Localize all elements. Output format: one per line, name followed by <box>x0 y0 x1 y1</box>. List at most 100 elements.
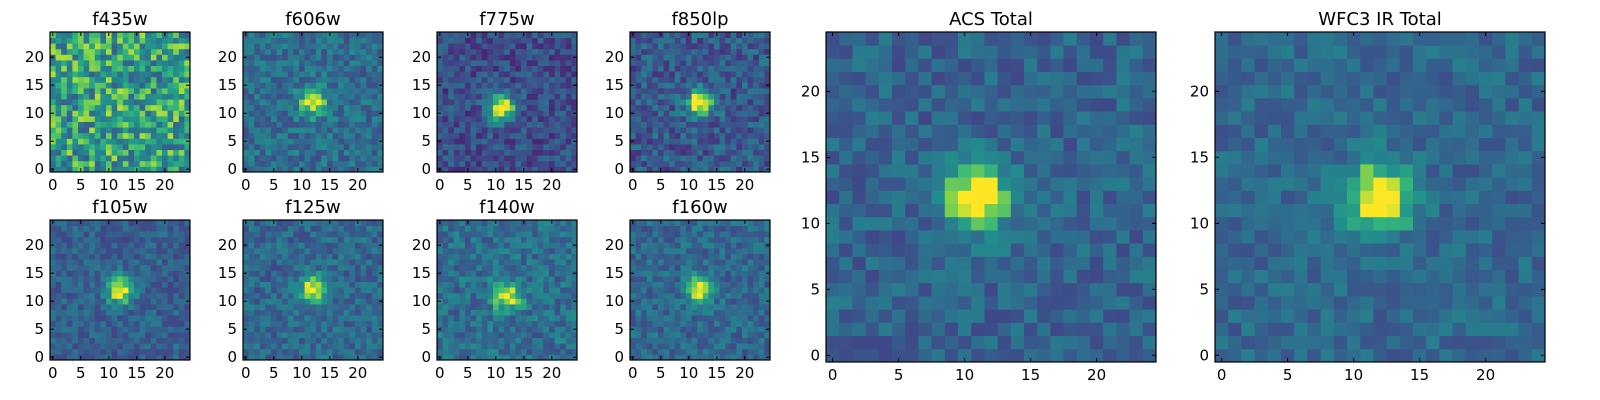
heatmap-cell <box>178 43 185 50</box>
heatmap-cell <box>697 287 704 294</box>
heatmap-cell <box>55 37 62 44</box>
heatmap-cell <box>686 82 692 89</box>
heatmap-cell <box>293 99 300 106</box>
heatmap-cell <box>487 132 494 139</box>
heatmap-cell <box>498 160 505 167</box>
heatmap-cell <box>304 315 311 322</box>
heatmap-cell <box>526 132 533 139</box>
heatmap-cell <box>691 76 698 83</box>
heatmap-cell <box>448 337 455 344</box>
heatmap-cell <box>521 348 527 355</box>
heatmap-cell <box>299 93 305 100</box>
heatmap-cell <box>719 127 726 134</box>
heatmap-cell <box>55 60 62 66</box>
heatmap-cell <box>674 304 681 310</box>
heatmap-cell <box>259 138 266 145</box>
heatmap-cell <box>150 320 157 327</box>
heatmap-cell <box>515 121 522 128</box>
heatmap-cell <box>487 264 494 271</box>
heatmap-cell <box>571 248 578 254</box>
heatmap-cell <box>338 88 345 94</box>
heatmap-cell <box>646 287 653 294</box>
heatmap-cell <box>554 343 561 350</box>
heatmap-cell <box>537 88 544 94</box>
y-tick-label: 0 <box>614 160 624 178</box>
heatmap-cell <box>465 155 471 162</box>
heatmap-cell <box>658 99 664 106</box>
heatmap-cell <box>282 242 289 249</box>
heatmap-cell <box>565 315 572 322</box>
heatmap-cell <box>282 116 289 122</box>
heatmap-cell <box>526 248 533 254</box>
heatmap-cell <box>371 320 378 327</box>
heatmap-cell <box>487 54 494 61</box>
heatmap-cell <box>106 149 112 156</box>
heatmap-cell <box>377 160 384 167</box>
heatmap-cell <box>248 309 255 316</box>
heatmap-cell <box>94 93 101 100</box>
heatmap-cell <box>498 259 505 266</box>
heatmap-cell <box>509 348 516 355</box>
heatmap-cell <box>560 138 567 145</box>
heatmap-cell <box>259 259 266 266</box>
heatmap-cell <box>646 65 653 72</box>
heatmap-cell <box>725 149 732 156</box>
heatmap-cell <box>652 287 659 294</box>
heatmap-cell <box>498 32 505 38</box>
heatmap-cell <box>719 60 726 66</box>
heatmap-cell <box>315 220 322 226</box>
heatmap-cell <box>265 276 272 282</box>
heatmap-cell <box>111 231 118 238</box>
y-tick-label: 15 <box>25 76 44 94</box>
heatmap-cell <box>565 121 572 128</box>
heatmap-cell <box>287 287 294 294</box>
heatmap-cell <box>117 93 124 100</box>
heatmap-cell <box>321 76 328 83</box>
heatmap-cell <box>248 248 255 254</box>
heatmap-cell <box>106 253 112 260</box>
heatmap-cell <box>736 343 743 350</box>
heatmap-cell <box>714 121 720 128</box>
heatmap-cell <box>532 138 539 145</box>
heatmap-cell <box>355 54 361 61</box>
heatmap-cell <box>360 242 367 249</box>
heatmap-cell <box>184 348 191 355</box>
heatmap-cell <box>498 332 505 338</box>
x-tick-label: 0 <box>241 176 251 194</box>
heatmap-cell <box>61 276 68 282</box>
heatmap-cell <box>315 248 322 254</box>
heatmap-cell <box>139 132 146 139</box>
heatmap-cell <box>658 281 664 288</box>
heatmap-cell <box>641 65 648 72</box>
heatmap-cell <box>481 354 488 361</box>
heatmap-cell <box>565 160 572 167</box>
heatmap-cell <box>658 276 664 282</box>
heatmap-cell <box>725 48 732 55</box>
heatmap-cell <box>635 60 642 66</box>
x-tick-label: 20 <box>348 176 367 194</box>
heatmap-cell <box>167 110 174 117</box>
heatmap-cell <box>437 155 443 162</box>
heatmap-cell <box>635 304 642 310</box>
heatmap-cell <box>259 309 266 316</box>
heatmap-cell <box>134 292 140 299</box>
heatmap-cell <box>674 121 681 128</box>
heatmap-cell <box>106 320 112 327</box>
heatmap-cell <box>304 88 311 94</box>
heatmap-cell <box>271 144 277 150</box>
heatmap-cell <box>742 99 748 106</box>
heatmap-cell <box>697 60 704 66</box>
heatmap-cell <box>371 343 378 350</box>
heatmap-cell <box>321 220 328 226</box>
heatmap-cell <box>355 281 361 288</box>
heatmap-cell <box>243 60 249 66</box>
heatmap-cell <box>349 236 356 243</box>
heatmap-cell <box>122 304 129 310</box>
heatmap-cell <box>708 99 715 106</box>
heatmap-cell <box>487 48 494 55</box>
heatmap-cell <box>537 225 544 232</box>
heatmap-cell <box>526 166 533 173</box>
heatmap-cell <box>371 253 378 260</box>
heatmap-cell <box>730 298 737 305</box>
heatmap-cell <box>167 138 174 145</box>
